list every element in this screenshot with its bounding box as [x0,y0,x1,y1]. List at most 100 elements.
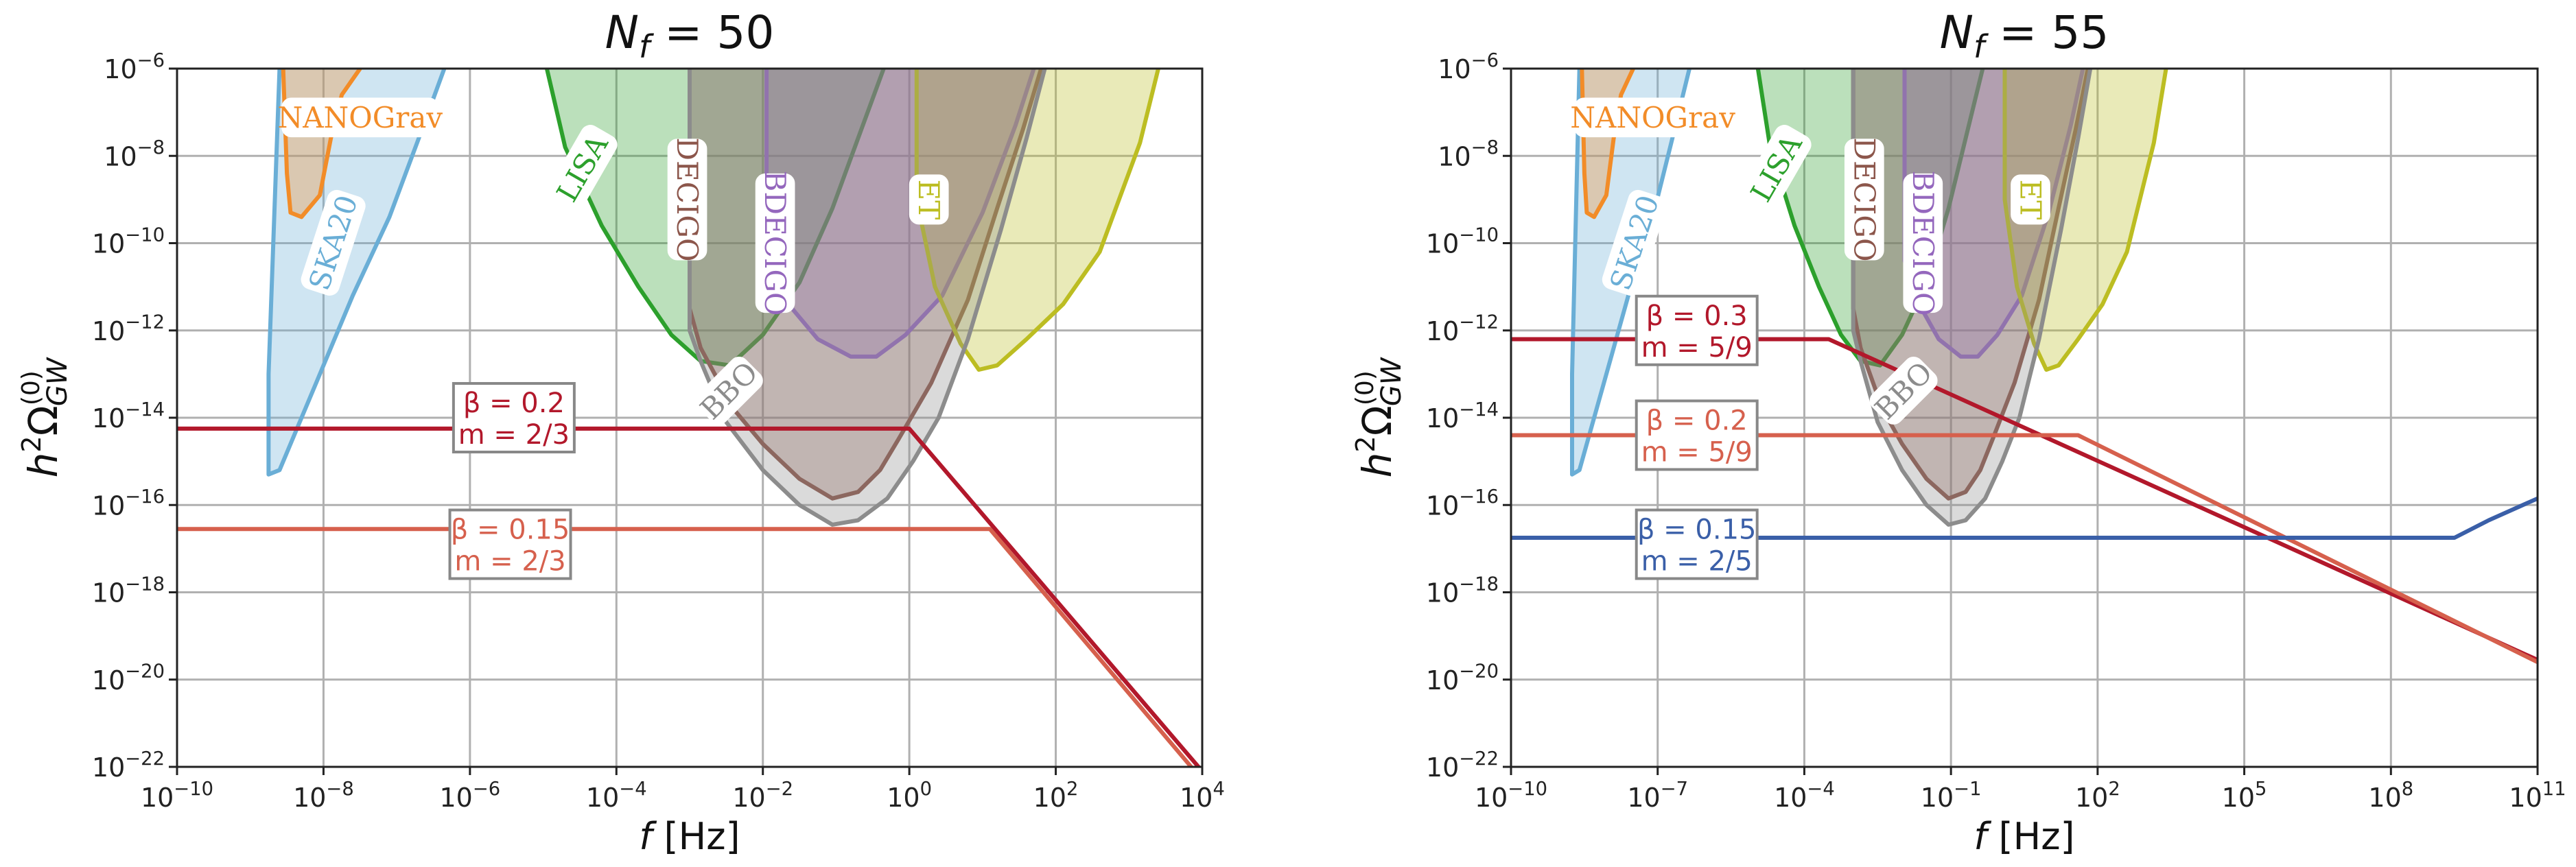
annotation-beta: β = 0.2 [463,388,565,419]
label-box [1573,97,1732,138]
detector-label-nanograv: NANOGrav [1570,97,1735,138]
y-tick-label: 10−20 [1426,661,1499,696]
y-tick-label: 10−14 [92,399,165,434]
detector-curve-ska20 [1570,69,1691,477]
detector-name: DECIGO [670,137,704,261]
detector-name: DECIGO [1847,137,1881,261]
x-tick-label: 105 [2222,779,2267,813]
x-tick-label: 108 [2368,779,2413,813]
detector-region-et [2004,69,2166,370]
x-axis-label: f [Hz] [639,815,740,858]
y-tick-label: 10−10 [1426,224,1499,259]
label-box [694,357,763,425]
annotation-m: m = 5/9 [1641,332,1753,364]
annotation-box: β = 0.3m = 5/9 [1635,294,1759,366]
x-tick-label: 10−10 [141,779,213,813]
y-axis-label: h2Ω(0)GW [16,357,73,477]
detector-label-bdecigo: BDECIGO [1903,171,1943,316]
x-tick-label: 10−8 [293,779,354,813]
label-box [2011,174,2050,225]
annotation-m: m = 5/9 [1641,436,1753,468]
annotation-m: m = 2/5 [1641,546,1753,578]
annotation-m: m = 2/3 [454,546,565,578]
detector-curve-et [2002,69,2168,372]
detector-label-decigo: DECIGO [1844,137,1884,261]
detector-name: ET [912,180,946,220]
y-tick-label: 10−8 [1438,137,1499,171]
y-tick-label: 10−12 [92,312,165,346]
y-tick-label: 10−22 [92,748,165,783]
detector-label-nanograv: NANOGrav [277,97,443,138]
detector-curve-decigo [1851,69,2090,501]
detector-curve-et [914,69,1160,372]
label-box [1844,139,1884,261]
x-tick-label: 1011 [2509,779,2566,813]
series-line-0 [1511,337,2538,662]
y-tick-label: 10−16 [92,486,165,521]
annotation-box: β = 0.2m = 2/3 [452,382,576,453]
label-box [281,97,439,138]
x-tick-label: 10−4 [1774,779,1835,813]
label-box [755,173,795,313]
detector-name: NANOGrav [1570,101,1735,134]
annotation-frame [1635,399,1759,471]
y-tick-label: 10−6 [1438,50,1499,84]
chart-title: Nf = 50 [605,6,775,65]
annotation-frame [1635,294,1759,366]
plot-area [177,69,1202,767]
x-axis-label: f [Hz] [1974,815,2074,858]
label-box [547,125,618,212]
x-tick-label: 102 [2075,779,2120,813]
y-tick-label: 10−10 [92,224,165,259]
detector-label-et: ET [909,174,949,225]
detector-name: BDECIGO [1906,171,1940,316]
annotation-frame [448,508,572,580]
annotation-beta: β = 0.15 [451,514,570,546]
detector-curve-ska20 [266,69,447,477]
detector-label-decigo: DECIGO [667,137,707,261]
x-tick-label: 10−2 [732,779,793,813]
annotation-box: β = 0.15m = 2/3 [448,508,572,580]
detector-curve-lisa [1755,69,1985,368]
y-tick-label: 10−6 [104,50,165,84]
annotation-frame [452,382,576,453]
label-box [1602,189,1667,296]
chart-title: Nf = 55 [1940,6,2109,65]
label-box [301,189,366,296]
y-tick-label: 10−14 [1426,399,1499,434]
annotation-beta: β = 0.2 [1646,405,1748,436]
detector-name: NANOGrav [277,101,443,134]
detector-curve-lisa [544,69,886,368]
ticks: 10−10 10−8 10−6 10−4 10−2 100 102 104 10−22 10−20… [92,50,1225,813]
detector-region-bdecigo [766,69,1034,357]
x-tick-label: 104 [1180,779,1225,813]
x-tick-label: 10−7 [1627,779,1688,813]
x-tick-label: 102 [1033,779,1079,813]
y-tick-label: 10−20 [92,661,165,696]
annotation-frame [1635,508,1759,580]
y-tick-label: 10−18 [1426,573,1499,608]
detector-curve-decigo [688,69,1044,501]
y-tick-label: 10−12 [1426,312,1499,346]
y-tick-label: 10−8 [104,137,165,171]
series-line-1 [177,527,1194,767]
label-box [667,139,707,261]
y-tick-label: 10−18 [92,573,165,608]
annotation-box: β = 0.15m = 2/5 [1635,508,1759,580]
detector-label-bdecigo: BDECIGO [755,171,795,316]
label-box [1903,173,1943,313]
detector-name: BDECIGO [758,171,792,316]
annotation-box: β = 0.2m = 5/9 [1635,399,1759,471]
detector-region-lisa [546,69,884,366]
label-box [1869,357,1938,425]
annotation-beta: β = 0.3 [1646,300,1748,332]
series-line-2 [1511,496,2538,540]
detector-region-et [916,69,1158,370]
y-axis-label: h2Ω(0)GW [1350,357,1407,477]
y-tick-label: 10−16 [1426,486,1499,521]
detector-curve-bbo [1851,69,2093,527]
series-line-0 [177,426,1202,767]
